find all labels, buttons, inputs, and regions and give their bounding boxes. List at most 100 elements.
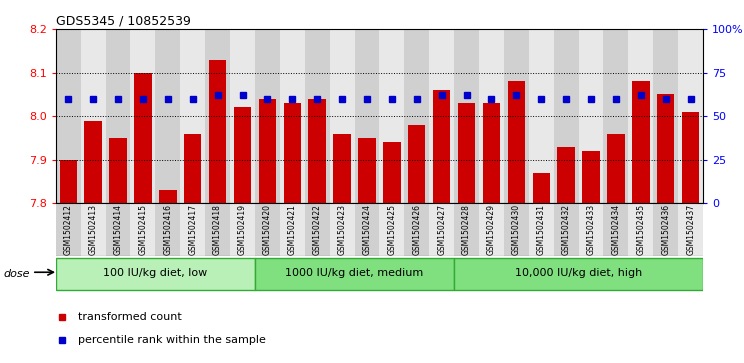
Bar	[80, 203, 106, 256]
Text: transformed count: transformed count	[78, 311, 182, 322]
Bar	[184, 134, 202, 203]
Bar	[379, 29, 404, 203]
Bar	[309, 99, 326, 203]
Bar	[305, 29, 330, 203]
Text: GSM1502436: GSM1502436	[661, 204, 670, 256]
Text: GSM1502422: GSM1502422	[312, 204, 321, 255]
Bar	[679, 203, 703, 256]
Bar	[355, 29, 379, 203]
Text: GSM1502413: GSM1502413	[89, 204, 97, 255]
Bar	[283, 103, 301, 203]
Text: GSM1502430: GSM1502430	[512, 204, 521, 256]
Bar	[504, 203, 529, 256]
Bar	[433, 90, 450, 203]
Bar	[155, 29, 180, 203]
Text: GSM1502429: GSM1502429	[487, 204, 496, 255]
Bar	[653, 203, 679, 256]
Bar	[554, 29, 579, 203]
Text: GSM1502420: GSM1502420	[263, 204, 272, 255]
Bar	[429, 203, 454, 256]
Text: GSM1502431: GSM1502431	[536, 204, 546, 255]
Bar	[205, 29, 230, 203]
Bar	[280, 203, 305, 256]
Text: GSM1502412: GSM1502412	[64, 204, 73, 255]
Bar	[130, 203, 155, 256]
Bar	[533, 173, 550, 203]
Bar	[653, 29, 679, 203]
Text: 10,000 IU/kg diet, high: 10,000 IU/kg diet, high	[515, 268, 642, 278]
Bar	[130, 29, 155, 203]
Bar	[557, 147, 575, 203]
Bar	[80, 29, 106, 203]
Bar	[333, 134, 351, 203]
Bar	[60, 160, 77, 203]
Bar	[579, 29, 603, 203]
Text: GDS5345 / 10852539: GDS5345 / 10852539	[56, 15, 190, 28]
Bar	[234, 107, 251, 203]
Bar	[155, 203, 180, 256]
Text: percentile rank within the sample: percentile rank within the sample	[78, 335, 266, 346]
Bar	[479, 29, 504, 203]
Bar	[379, 203, 404, 256]
Text: GSM1502415: GSM1502415	[138, 204, 147, 255]
Text: GSM1502428: GSM1502428	[462, 204, 471, 255]
Text: GSM1502432: GSM1502432	[562, 204, 571, 255]
Text: 1000 IU/kg diet, medium: 1000 IU/kg diet, medium	[286, 268, 423, 278]
Text: GSM1502433: GSM1502433	[586, 204, 595, 256]
Bar	[657, 94, 675, 203]
Bar	[629, 203, 653, 256]
Bar	[529, 29, 554, 203]
Text: GSM1502425: GSM1502425	[388, 204, 397, 255]
Bar	[255, 203, 280, 256]
Bar	[583, 151, 600, 203]
Bar	[106, 203, 130, 256]
Text: GSM1502419: GSM1502419	[238, 204, 247, 255]
Bar	[56, 258, 255, 290]
Bar	[330, 29, 355, 203]
Bar	[106, 29, 130, 203]
Text: GSM1502426: GSM1502426	[412, 204, 421, 255]
Bar	[259, 99, 276, 203]
Bar	[359, 138, 376, 203]
Bar	[454, 29, 479, 203]
Text: GSM1502414: GSM1502414	[114, 204, 123, 255]
Bar	[603, 29, 629, 203]
Bar	[632, 81, 650, 203]
Bar	[679, 29, 703, 203]
Bar	[507, 81, 525, 203]
Text: GSM1502417: GSM1502417	[188, 204, 197, 255]
Bar	[134, 73, 152, 203]
Bar	[280, 29, 305, 203]
Bar	[483, 103, 500, 203]
Bar	[56, 29, 80, 203]
Bar	[159, 190, 176, 203]
Bar	[56, 203, 80, 256]
Bar	[230, 203, 255, 256]
Bar	[330, 203, 355, 256]
Bar	[255, 258, 454, 290]
Bar	[209, 60, 226, 203]
Bar	[408, 125, 426, 203]
Bar	[454, 258, 703, 290]
Bar	[479, 203, 504, 256]
Text: GSM1502416: GSM1502416	[164, 204, 173, 255]
Text: GSM1502423: GSM1502423	[338, 204, 347, 255]
Bar	[355, 203, 379, 256]
Text: dose: dose	[4, 269, 31, 279]
Bar	[529, 203, 554, 256]
Bar	[554, 203, 579, 256]
Bar	[205, 203, 230, 256]
Bar	[607, 134, 625, 203]
Bar	[255, 29, 280, 203]
Bar	[429, 29, 454, 203]
Text: GSM1502424: GSM1502424	[362, 204, 371, 255]
Bar	[305, 203, 330, 256]
Text: GSM1502435: GSM1502435	[636, 204, 645, 256]
Bar	[84, 121, 102, 203]
Bar	[579, 203, 603, 256]
Bar	[230, 29, 255, 203]
Bar	[458, 103, 475, 203]
Bar	[603, 203, 629, 256]
Text: GSM1502418: GSM1502418	[213, 204, 222, 255]
Bar	[180, 29, 205, 203]
